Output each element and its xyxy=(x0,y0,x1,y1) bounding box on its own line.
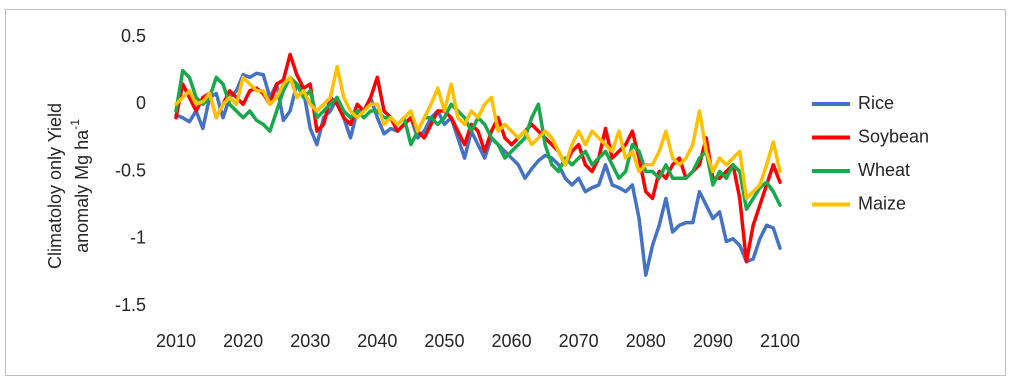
x-tick-label: 2020 xyxy=(223,331,263,351)
series-line xyxy=(174,64,782,201)
y-tick-label: 0.5 xyxy=(121,26,146,46)
y-tick-label: -1.5 xyxy=(115,295,146,315)
chart-frame xyxy=(5,9,1006,376)
x-tick-label: 2060 xyxy=(492,331,532,351)
x-tick-label: 2050 xyxy=(424,331,464,351)
y-axis-title-superscript: -1 xyxy=(68,119,82,130)
y-tick-label: -1 xyxy=(130,228,146,248)
y-axis-title: Climatoloy only Yield anomaly Mg ha-1 xyxy=(45,103,92,269)
legend-label: Maize xyxy=(858,193,906,213)
x-tick-label: 2040 xyxy=(357,331,397,351)
x-tick-label: 2090 xyxy=(693,331,733,351)
x-tick-label: 2010 xyxy=(156,331,196,351)
y-axis-title-line: Climatoloy only Yield xyxy=(45,103,65,269)
y-tick-label: -0.5 xyxy=(115,160,146,180)
x-tick-label: 2080 xyxy=(626,331,666,351)
y-tick-label: 0 xyxy=(136,93,146,113)
series-line xyxy=(174,52,782,264)
legend-label: Soybean xyxy=(858,126,929,146)
y-axis-title-text: anomaly Mg ha xyxy=(72,129,92,253)
y-axis-title-line: anomaly Mg ha-1 xyxy=(68,119,92,253)
x-tick-label: 2070 xyxy=(559,331,599,351)
legend-label: Rice xyxy=(858,93,894,113)
legend-label: Wheat xyxy=(858,160,910,180)
x-tick-label: 2100 xyxy=(760,331,800,351)
x-tick-label: 2030 xyxy=(290,331,330,351)
